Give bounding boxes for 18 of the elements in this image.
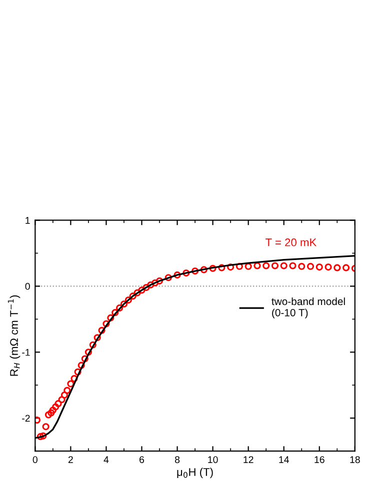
x-tick-label: 8 [174, 456, 180, 464]
x-tick-label: 14 [279, 456, 289, 463]
x-tick-label: 10 [208, 456, 218, 464]
x-tick-label: 4 [104, 456, 109, 463]
x-tick-label: 16 [314, 456, 324, 464]
x-axis-title: μ$_{0}$H (T) [177, 468, 213, 478]
annotation: T = 20 mK [266, 238, 317, 246]
y-tick-label: 1 [26, 217, 30, 224]
y-tick-label: -1 [22, 348, 30, 356]
y-tick-label: 0 [25, 282, 30, 290]
legend-label: two-band model (0-10 T) [272, 297, 345, 318]
x-tick-label: 18 [350, 456, 360, 464]
y-tick-label: -2 [22, 414, 30, 422]
x-tick-label: 0 [32, 456, 38, 464]
x-tick-label: 2 [68, 456, 73, 463]
y-axis-title: R$_{H}$ (mΩ cm T$^{−1}$) [8, 295, 20, 376]
x-tick-label: 12 [244, 456, 254, 463]
x-tick-label: 6 [140, 456, 144, 464]
